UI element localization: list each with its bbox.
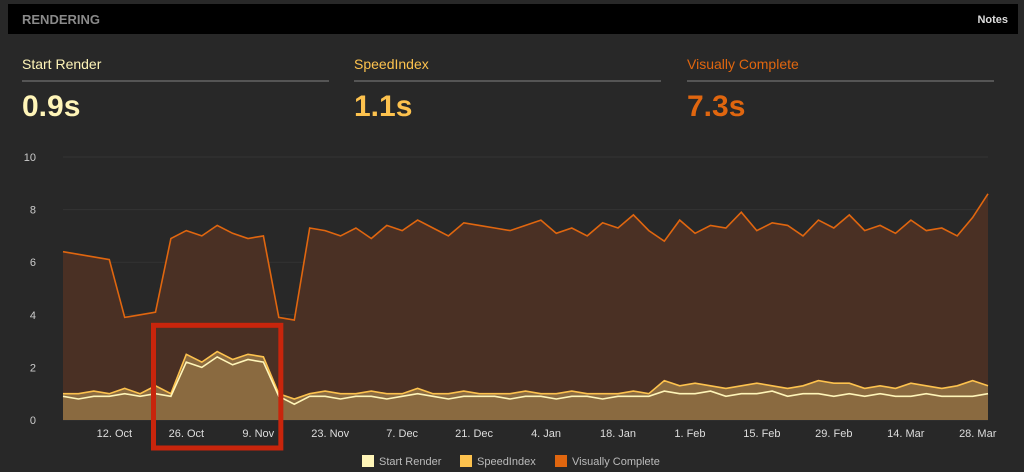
- section-header: RENDERING Notes: [8, 4, 1018, 34]
- metric-visually-complete: Visually Complete 7.3s: [687, 56, 994, 124]
- notes-link[interactable]: Notes: [977, 14, 1008, 26]
- area-visually-complete: [63, 193, 988, 420]
- metric-label: SpeedIndex: [354, 56, 661, 82]
- legend-label: Visually Complete: [572, 456, 660, 468]
- y-tick-label: 10: [24, 152, 36, 164]
- metric-value: 0.9s: [22, 90, 81, 123]
- metric-label: Start Render: [22, 56, 329, 82]
- metric-start-render: Start Render 0.9s: [22, 56, 329, 124]
- y-tick-label: 0: [30, 415, 36, 427]
- x-tick-label: 26. Oct: [169, 428, 204, 440]
- y-tick-label: 6: [30, 257, 36, 269]
- x-tick-label: 14. Mar: [887, 428, 925, 440]
- x-tick-label: 29. Feb: [815, 428, 852, 440]
- metric-label: Visually Complete: [687, 56, 994, 82]
- legend-swatch: [460, 455, 472, 467]
- line-visually-complete: [62, 193, 989, 322]
- x-tick-label: 7. Dec: [386, 428, 418, 440]
- metric-value: 7.3s: [687, 90, 746, 123]
- x-tick-label: 21. Dec: [455, 428, 493, 440]
- y-tick-label: 8: [30, 205, 36, 217]
- x-tick-label: 12. Oct: [97, 428, 132, 440]
- line-start-render: [62, 355, 989, 406]
- x-tick-label: 23. Nov: [311, 428, 349, 440]
- y-tick-label: 2: [30, 362, 36, 374]
- highlight-box: [151, 322, 284, 451]
- legend-swatch: [362, 455, 374, 467]
- x-tick-label: 1. Feb: [674, 428, 705, 440]
- metric-speedindex: SpeedIndex 1.1s: [354, 56, 661, 124]
- x-tick-label: 4. Jan: [531, 428, 561, 440]
- legend-label: SpeedIndex: [477, 456, 536, 468]
- line-speedindex: [63, 350, 989, 400]
- x-tick-label: 15. Feb: [743, 428, 780, 440]
- legend-swatch: [555, 455, 567, 467]
- x-tick-label: 18. Jan: [600, 428, 636, 440]
- legend-label: Start Render: [379, 456, 442, 468]
- section-title: RENDERING: [22, 12, 101, 27]
- metric-value: 1.1s: [354, 90, 413, 123]
- x-tick-label: 9. Nov: [242, 428, 274, 440]
- x-tick-label: 28. Mar: [959, 428, 997, 440]
- y-tick-label: 4: [30, 310, 36, 322]
